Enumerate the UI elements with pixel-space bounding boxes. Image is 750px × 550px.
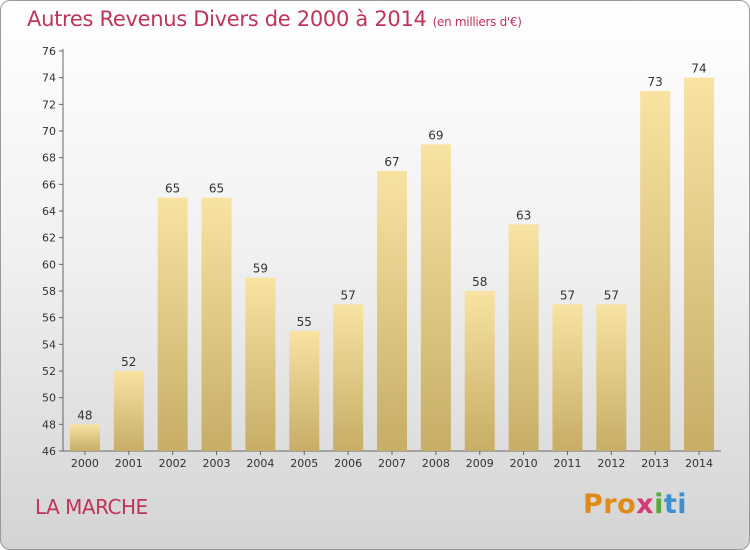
chart-title: Autres Revenus Divers de 2000 à 2014 (en … [27,7,522,31]
x-tick-label: 2004 [246,457,274,470]
bar-2012 [596,304,627,451]
y-tick-label: 48 [42,418,56,431]
logo-part-3: i [654,489,664,520]
x-tick-label: 2009 [466,457,494,470]
bar-2000 [69,424,100,451]
bar-2013 [640,91,671,451]
data-label: 73 [648,75,663,89]
y-tick-label: 76 [42,45,56,58]
x-tick-label: 2005 [290,457,318,470]
bar-2001 [113,371,144,451]
y-tick-label: 64 [42,205,56,218]
y-tick-label: 58 [42,285,56,298]
bar-2011 [552,304,583,451]
chart-unit: (en milliers d'€) [432,15,522,29]
data-label: 63 [516,208,531,222]
bar-2009 [464,291,495,451]
y-tick-label: 50 [42,392,56,405]
x-tick-label: 2001 [115,457,143,470]
y-tick-label: 72 [42,98,56,111]
data-label: 69 [428,128,443,142]
x-tick-label: 2010 [510,457,538,470]
bar-2010 [508,224,539,451]
x-tick-label: 2008 [422,457,450,470]
logo-part-4: ti [663,489,688,520]
x-tick-label: 2013 [641,457,669,470]
y-tick-label: 68 [42,152,56,165]
logo-part-2: x [636,489,655,520]
data-label: 59 [253,262,268,276]
commune-name: LA MARCHE [35,495,148,519]
x-tick-label: 2014 [685,457,713,470]
proxiti-logo: Proxiti [583,489,687,520]
bar-2004 [245,277,276,451]
logo-part-1: Pro [583,489,637,520]
y-tick-label: 60 [42,258,56,271]
x-tick-label: 2011 [553,457,581,470]
x-tick-label: 2012 [597,457,625,470]
bar-2005 [289,331,320,451]
x-tick-label: 2006 [334,457,362,470]
y-tick-label: 62 [42,232,56,245]
chart-title-text: Autres Revenus Divers de 2000 à 2014 [27,7,427,31]
y-tick-label: 66 [42,178,56,191]
data-label: 65 [209,182,224,196]
data-label: 57 [604,288,619,302]
bar-2014 [684,77,715,452]
data-label: 57 [560,288,575,302]
x-tick-label: 2003 [203,457,231,470]
x-tick-label: 2002 [159,457,187,470]
y-tick-label: 54 [42,338,56,351]
bar-2006 [333,304,364,451]
data-label: 48 [77,408,92,422]
y-tick-label: 46 [42,445,56,458]
bar-2002 [157,197,188,451]
x-tick-label: 2007 [378,457,406,470]
data-label: 67 [384,155,399,169]
y-tick-label: 74 [42,72,56,85]
data-label: 57 [340,288,355,302]
data-label: 74 [691,62,706,76]
data-label: 58 [472,275,487,289]
data-label: 55 [297,315,312,329]
x-tick-label: 2000 [71,457,99,470]
bar-2008 [420,144,451,452]
y-tick-label: 70 [42,125,56,138]
bar-2007 [377,171,407,451]
data-label: 65 [165,182,180,196]
bar-2003 [201,197,232,451]
data-label: 52 [121,355,136,369]
y-tick-label: 56 [42,312,56,325]
y-tick-label: 52 [42,365,56,378]
